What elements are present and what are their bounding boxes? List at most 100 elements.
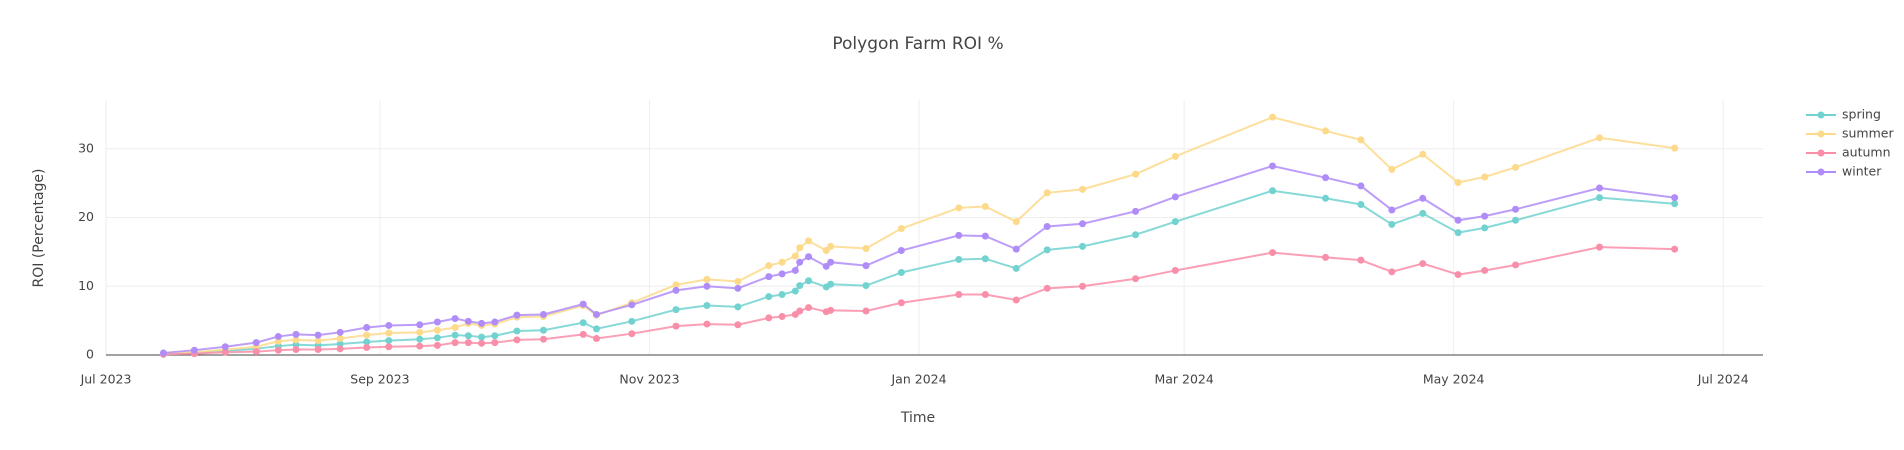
data-point	[221, 343, 229, 351]
data-point	[703, 320, 711, 328]
data-point	[827, 258, 835, 266]
data-point	[252, 348, 260, 356]
data-point	[385, 321, 393, 329]
data-point	[159, 349, 167, 357]
data-point	[628, 317, 636, 325]
y-tick-label: 10	[78, 278, 94, 293]
data-point	[955, 204, 963, 212]
data-point	[1079, 185, 1087, 193]
data-point	[796, 258, 804, 266]
data-point	[478, 333, 486, 341]
legend-label: summer	[1842, 126, 1894, 141]
data-point	[539, 326, 547, 334]
data-point	[579, 300, 587, 308]
legend-marker	[1817, 149, 1825, 157]
series-line	[163, 246, 1675, 356]
series-line	[163, 164, 1675, 354]
data-point	[1269, 187, 1277, 195]
data-point	[491, 332, 499, 340]
data-point	[1171, 266, 1179, 274]
x-tick-label: Jul 2023	[80, 372, 132, 387]
data-point	[897, 299, 905, 307]
data-point	[796, 307, 804, 315]
data-point	[765, 314, 773, 322]
data-point	[1671, 194, 1679, 202]
legend-label: spring	[1842, 107, 1881, 122]
data-point	[274, 332, 282, 340]
data-point	[336, 340, 344, 348]
data-point	[1481, 266, 1489, 274]
data-point	[955, 255, 963, 263]
data-point	[822, 247, 830, 255]
data-point	[1419, 260, 1427, 268]
data-point	[805, 253, 813, 261]
data-point	[1388, 268, 1396, 276]
y-tick-label: 20	[78, 209, 94, 224]
x-tick-label: Sep 2023	[350, 372, 409, 387]
data-point	[628, 330, 636, 338]
data-point	[1357, 256, 1365, 264]
series-line	[163, 189, 1675, 356]
data-point	[862, 282, 870, 290]
data-point	[778, 270, 786, 278]
data-point	[791, 266, 799, 274]
data-point	[734, 321, 742, 329]
data-point	[1512, 216, 1520, 224]
data-point	[805, 237, 813, 245]
data-point	[1132, 170, 1140, 178]
legend-label: winter	[1842, 164, 1882, 179]
data-point	[433, 326, 441, 334]
data-point	[433, 318, 441, 326]
data-point	[478, 339, 486, 347]
x-tick-label: Jul 2024	[1697, 372, 1749, 387]
data-point	[385, 337, 393, 345]
data-point	[672, 281, 680, 289]
data-point	[827, 306, 835, 314]
data-point	[363, 338, 371, 346]
data-point	[1481, 173, 1489, 181]
data-point	[955, 231, 963, 239]
data-point	[1357, 182, 1365, 190]
data-point	[862, 244, 870, 252]
data-point	[1419, 194, 1427, 202]
chart-title: Polygon Farm ROI %	[832, 34, 1003, 54]
data-point	[1322, 253, 1330, 261]
data-point	[1322, 194, 1330, 202]
data-point	[981, 232, 989, 240]
data-point	[1171, 193, 1179, 201]
x-tick-label: May 2024	[1423, 372, 1485, 387]
data-point	[513, 311, 521, 319]
data-point	[1596, 243, 1604, 251]
data-point	[827, 242, 835, 250]
data-point	[1454, 229, 1462, 237]
x-axis-title: Time	[900, 410, 935, 426]
data-point	[822, 262, 830, 270]
data-point	[1357, 136, 1365, 144]
data-point	[703, 282, 711, 290]
data-point	[1043, 246, 1051, 254]
data-point	[1388, 206, 1396, 214]
data-point	[314, 346, 322, 354]
data-point	[451, 339, 459, 347]
data-point	[363, 324, 371, 332]
data-point	[416, 321, 424, 329]
data-point	[981, 255, 989, 263]
data-point	[805, 304, 813, 312]
data-point	[336, 345, 344, 353]
data-point	[791, 287, 799, 295]
data-point	[1419, 209, 1427, 217]
data-point	[981, 291, 989, 299]
data-point	[1012, 218, 1020, 226]
data-point	[1132, 275, 1140, 283]
data-point	[1671, 245, 1679, 253]
data-point	[734, 284, 742, 292]
data-point	[592, 325, 600, 333]
data-point	[672, 322, 680, 330]
data-point	[579, 330, 587, 338]
data-point	[1043, 189, 1051, 197]
data-point	[190, 346, 198, 354]
data-point	[1454, 178, 1462, 186]
data-point	[765, 273, 773, 281]
data-point	[385, 329, 393, 337]
